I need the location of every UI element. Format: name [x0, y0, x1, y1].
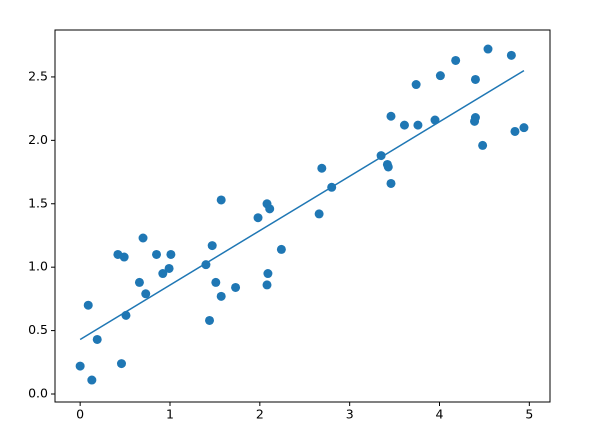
- point: [386, 178, 396, 188]
- x-tick-label: 1: [166, 407, 174, 422]
- point: [116, 359, 126, 369]
- fit-line: [79, 69, 525, 341]
- x-tick-label: 0: [76, 407, 84, 422]
- x-tick-label: 3: [346, 407, 354, 422]
- y-tick-label: 2.5: [28, 68, 48, 83]
- point: [411, 80, 421, 90]
- point: [134, 277, 144, 287]
- point: [510, 126, 520, 136]
- point: [478, 140, 488, 150]
- point: [263, 269, 273, 279]
- point: [216, 291, 226, 301]
- point: [317, 163, 327, 173]
- point: [265, 204, 275, 214]
- point: [211, 277, 221, 287]
- y-tick-label: 2.0: [28, 132, 48, 147]
- point: [506, 50, 516, 60]
- y-tick-label: 1.5: [28, 195, 48, 210]
- point: [83, 300, 93, 310]
- point: [87, 375, 97, 385]
- point: [386, 111, 396, 121]
- point: [231, 282, 241, 292]
- y-tick-label: 0.0: [28, 386, 48, 401]
- point: [158, 269, 168, 279]
- point: [262, 280, 272, 290]
- x-tick-label: 5: [525, 407, 533, 422]
- point: [435, 71, 445, 81]
- point: [413, 120, 423, 130]
- point: [470, 74, 480, 84]
- point: [75, 361, 85, 371]
- point: [141, 289, 151, 299]
- point: [470, 116, 480, 126]
- point: [519, 123, 529, 133]
- y-tick-label: 1.0: [28, 259, 48, 274]
- point: [399, 120, 409, 130]
- y-tick-label: 0.5: [28, 322, 48, 337]
- plot-frame: [54, 29, 551, 403]
- point: [119, 252, 129, 262]
- point: [253, 213, 263, 223]
- point: [216, 195, 226, 205]
- x-tick-label: 4: [436, 407, 444, 422]
- point: [276, 244, 286, 254]
- x-tick-label: 2: [256, 407, 264, 422]
- point: [152, 249, 162, 259]
- point: [207, 241, 217, 251]
- point: [483, 44, 493, 54]
- point: [383, 162, 393, 172]
- point: [166, 249, 176, 259]
- point: [205, 315, 215, 325]
- point: [92, 334, 102, 344]
- point: [138, 233, 148, 243]
- point: [164, 263, 174, 273]
- point: [451, 55, 461, 65]
- point: [314, 209, 324, 219]
